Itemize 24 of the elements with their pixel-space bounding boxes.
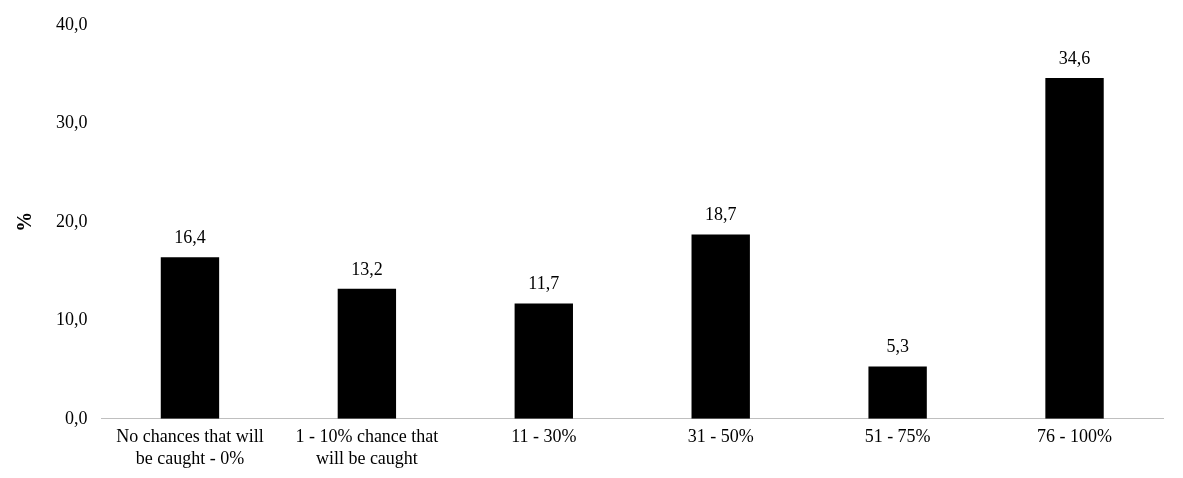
y-tick-label: 10,0	[56, 309, 88, 330]
x-tick-label: 76 - 100%	[1037, 426, 1113, 447]
y-tick-label: 40,0	[56, 13, 88, 34]
bar	[337, 288, 397, 419]
x-tick-label: 11 - 30%	[511, 426, 577, 447]
y-tick-label: 30,0	[56, 112, 88, 133]
data-label: 13,2	[351, 258, 383, 279]
bar	[868, 366, 927, 419]
data-label: 11,7	[528, 273, 560, 294]
y-axis-title: %	[13, 211, 36, 232]
x-tick-label: 1 - 10% chance that will be caught	[295, 426, 439, 468]
data-label: 34,6	[1058, 47, 1091, 68]
bar	[691, 234, 750, 419]
data-label: 16,4	[174, 226, 206, 247]
y-tick-label: 20,0	[56, 210, 88, 231]
x-tick-label: 31 - 50%	[687, 426, 754, 447]
data-label: 18,7	[704, 204, 737, 225]
bar	[514, 303, 573, 419]
data-label: 5,3	[886, 336, 909, 357]
bar	[1045, 77, 1104, 419]
y-tick-label: 0,0	[65, 407, 88, 428]
bar	[160, 257, 220, 419]
x-tick-label: No chances that will be caught - 0%	[116, 426, 264, 468]
x-tick-label: 51 - 75%	[864, 426, 931, 447]
